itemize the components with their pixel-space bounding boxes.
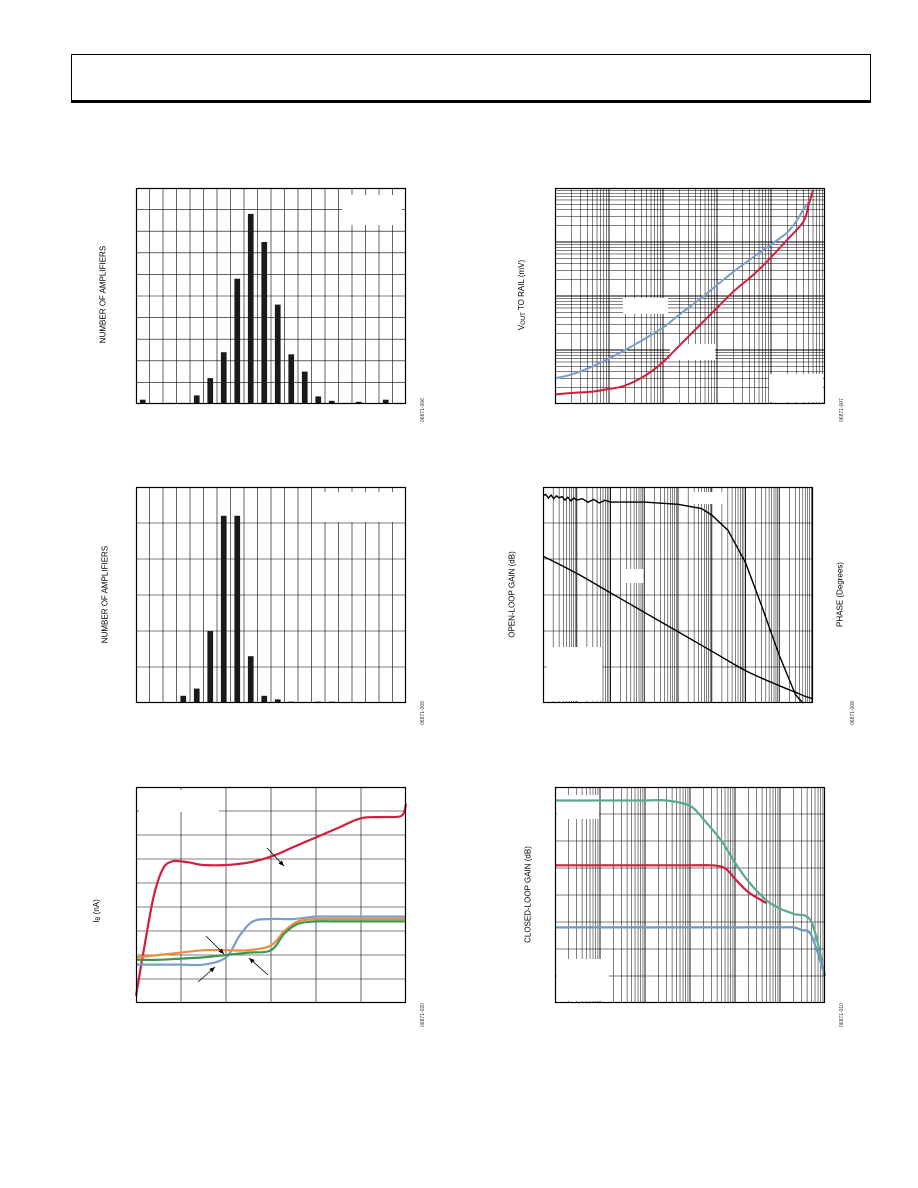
histogram-bar <box>234 515 241 703</box>
histogram-bar <box>301 371 308 404</box>
input-bias-figure-id: 06871-020 <box>420 1003 426 1027</box>
histogram-bar <box>261 242 268 404</box>
chart-histogram-1-svg <box>135 187 407 405</box>
histogram-bar <box>247 656 254 703</box>
histogram-bar <box>180 695 187 703</box>
histogram-2-y-axis-label: NUMBER OF AMPLIFIERS <box>100 545 110 644</box>
plot-frame <box>135 786 407 1004</box>
histogram-bar <box>193 688 200 703</box>
chart-open-loop-gain-svg <box>542 486 814 704</box>
plot-frame <box>135 486 407 704</box>
histogram-bar <box>207 378 214 404</box>
input-bias-y-axis-label: IB (nA) <box>92 881 102 941</box>
ib-label-sub: B <box>96 916 102 921</box>
vout-label-rest: TO RAIL (mV) <box>517 259 526 313</box>
histogram-bar <box>220 515 227 703</box>
chart-vout-to-rail-svg <box>554 187 826 405</box>
plot-frame <box>554 187 826 405</box>
histogram-bar <box>207 631 214 703</box>
legend-box <box>312 492 402 522</box>
histogram-bar <box>220 352 227 404</box>
histogram-2-figure-id: 06871-009 <box>420 701 426 725</box>
series-line-0 <box>554 201 810 380</box>
legend-box <box>547 647 602 701</box>
legend-box <box>557 959 609 1001</box>
chart-input-bias-current-svg <box>134 786 408 1004</box>
series-line-1 <box>135 915 406 967</box>
histogram-bar <box>261 695 268 703</box>
chart-input-bias-current <box>134 786 408 1004</box>
histogram-bar <box>274 304 281 404</box>
chart-closed-loop-gain <box>554 786 827 1004</box>
page-header-frame <box>71 54 871 103</box>
histogram-1-y-axis-label: NUMBER OF AMPLIFIERS <box>98 245 108 344</box>
open-loop-gain-figure-id: 06871-008 <box>850 701 856 725</box>
annotation-arrow-head <box>249 958 255 964</box>
plot-frame <box>554 786 826 1004</box>
histogram-bar <box>139 399 146 404</box>
chart-vout-to-rail <box>554 187 826 405</box>
series-line-2 <box>555 926 827 977</box>
chart-histogram-2 <box>135 486 407 704</box>
closed-loop-gain-y-axis-label: CLOSED-LOOP GAIN (dB) <box>523 846 533 943</box>
open-loop-phase-y-axis-label: PHASE (Degrees) <box>835 562 845 627</box>
series-label-box <box>670 344 715 360</box>
series-label-box <box>621 569 643 583</box>
histogram-bar <box>315 396 322 404</box>
vout-label-main: V <box>517 324 526 331</box>
legend-box <box>342 195 402 225</box>
histogram-bar <box>247 213 254 404</box>
ib-label-rest: (nA) <box>92 899 101 917</box>
histogram-bar <box>288 354 295 404</box>
chart-histogram-2-svg <box>135 486 407 704</box>
open-loop-gain-y-axis-label: OPEN-LOOP GAIN (dB) <box>507 551 517 638</box>
histogram-1-figure-id: 06871-006 <box>420 398 426 422</box>
histogram-bar <box>382 399 389 404</box>
histogram-bar <box>355 401 362 404</box>
vout-label-sub: OUT <box>521 312 527 325</box>
vout-to-rail-figure-id: 06871-007 <box>839 398 845 422</box>
legend-box <box>139 790 219 812</box>
series-line-1 <box>555 864 768 905</box>
histogram-bar <box>234 278 241 404</box>
series-line-0 <box>542 493 804 704</box>
closed-loop-gain-figure-id: 06871-010 <box>839 1003 845 1027</box>
histogram-bar <box>193 395 200 404</box>
series-line-1 <box>554 190 814 396</box>
legend-box <box>557 795 599 819</box>
series-label-box <box>623 298 668 314</box>
vout-to-rail-y-axis-label: VOUT TO RAIL (mV) <box>517 235 527 355</box>
series-line-3 <box>135 920 406 961</box>
annotation-arrow-head <box>209 967 215 973</box>
annotation-arrow-head <box>278 860 284 866</box>
plot-frame <box>135 187 407 405</box>
chart-histogram-1 <box>135 187 407 405</box>
chart-open-loop-gain <box>542 486 814 704</box>
plot-frame <box>542 486 814 704</box>
annotation-arrow-head <box>218 948 224 954</box>
chart-closed-loop-gain-svg <box>554 786 827 1004</box>
histogram-bar <box>274 699 281 703</box>
series-line-1 <box>542 555 814 700</box>
series-line-0 <box>134 803 408 996</box>
legend-box <box>769 374 823 402</box>
histogram-bar <box>328 400 335 404</box>
series-label-box <box>693 492 723 504</box>
series-line-2 <box>135 917 406 959</box>
series-line-0 <box>554 799 827 977</box>
